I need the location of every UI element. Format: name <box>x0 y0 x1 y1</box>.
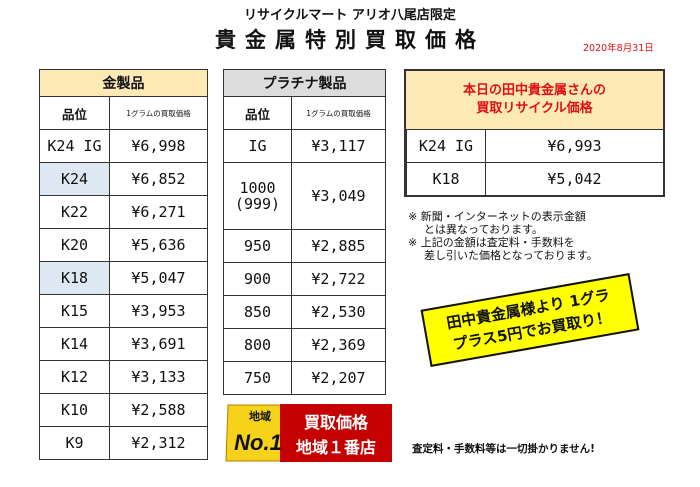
platinum-col-grade: 品位 <box>223 96 292 130</box>
note-line: 差し引いた価格となっております。 <box>424 249 598 262</box>
platinum-grade-main: 1000 <box>239 179 276 197</box>
table-row: K20 ¥5,636 <box>39 228 208 262</box>
platinum-price: ¥2,530 <box>291 295 386 329</box>
platinum-grade: 1000 (999) <box>223 162 292 230</box>
badge-no1-text: No.1 <box>234 430 282 455</box>
gold-grade: K20 <box>39 228 110 262</box>
table-row: K14 ¥3,691 <box>39 327 208 361</box>
platinum-grade: 950 <box>223 229 292 263</box>
gold-price: ¥2,588 <box>109 393 208 427</box>
tanaka-grade: K24 IG <box>406 129 486 163</box>
gold-col-grade: 品位 <box>39 96 110 130</box>
gold-price: ¥2,312 <box>109 426 208 460</box>
table-row: K18 ¥5,047 <box>39 261 208 295</box>
gold-price: ¥5,636 <box>109 228 208 262</box>
tanaka-heading-line2: 買取リサイクル価格 <box>476 101 593 116</box>
bonus-banner: 田中貴金属様より 1グラ プラス5円でお買取り！ <box>420 273 640 367</box>
platinum-grade: IG <box>223 129 292 163</box>
gold-price: ¥3,953 <box>109 294 208 328</box>
table-row: K15 ¥3,953 <box>39 294 208 328</box>
tanaka-grade: K18 <box>406 162 486 196</box>
tanaka-heading-line1: 本日の田中貴金属さんの <box>462 83 606 98</box>
page-title: 貴金属特別買取価格 <box>215 28 485 52</box>
gold-grade: K15 <box>39 294 110 328</box>
note-line: ※ 上記の金額は査定料・手数料を <box>408 236 575 249</box>
gold-grade: K12 <box>39 360 110 394</box>
table-row: K24 IG ¥6,998 <box>39 129 208 163</box>
tanaka-price-table: K24 IG ¥6,993 K18 ¥5,042 <box>406 129 664 196</box>
platinum-grade: 750 <box>223 361 292 395</box>
gold-grade: K10 <box>39 393 110 427</box>
gold-price: ¥5,047 <box>109 261 208 295</box>
table-row: K9 ¥2,312 <box>39 426 208 460</box>
table-row: K12 ¥3,133 <box>39 360 208 394</box>
platinum-table-title: プラチナ製品 <box>223 69 386 97</box>
platinum-price: ¥2,207 <box>291 361 386 395</box>
table-row: IG ¥3,117 <box>223 129 386 163</box>
platinum-grade: 900 <box>223 262 292 296</box>
no1-badge-graphic: 地域 No.1 買取価格 地域１番店 <box>224 403 392 463</box>
footer-note: 査定料・手数料等は一切掛かりません! <box>412 443 595 455</box>
gold-grade: K18 <box>39 261 110 295</box>
platinum-price: ¥3,117 <box>291 129 386 163</box>
table-row: K24 ¥6,852 <box>39 162 208 196</box>
gold-price: ¥3,691 <box>109 327 208 361</box>
gold-price: ¥6,852 <box>109 162 208 196</box>
gold-grade: K9 <box>39 426 110 460</box>
platinum-price-table: プラチナ製品 品位 1グラムの買取価格 IG ¥3,117 1000 (999) … <box>223 69 386 395</box>
table-row: K22 ¥6,271 <box>39 195 208 229</box>
table-row: 950 ¥2,885 <box>223 229 386 263</box>
badge-area-text: 地域 <box>249 409 271 423</box>
gold-grade: K24 IG <box>39 129 110 163</box>
gold-price: ¥6,271 <box>109 195 208 229</box>
gold-grade: K24 <box>39 162 110 196</box>
notes: ※ 新聞・インターネットの表示金額 とは異なっております。 ※ 上記の金額は査定… <box>408 210 598 262</box>
platinum-grade: 850 <box>223 295 292 329</box>
gold-grade: K14 <box>39 327 110 361</box>
store-label: リサイクルマート アリオ八尾店限定 <box>244 8 456 23</box>
gold-price: ¥6,998 <box>109 129 208 163</box>
tanaka-price: ¥6,993 <box>485 129 664 163</box>
tanaka-price-box <box>404 69 665 197</box>
table-row: 1000 (999) ¥3,049 <box>223 162 386 230</box>
platinum-grade-sub: (999) <box>234 195 281 213</box>
badge-line2-text: 地域１番店 <box>296 438 376 457</box>
table-row: K18 ¥5,042 <box>406 162 664 196</box>
platinum-price: ¥2,885 <box>291 229 386 263</box>
no1-badge: 地域 No.1 買取価格 地域１番店 <box>224 403 392 463</box>
date-label: 2020年8月31日 <box>583 43 654 54</box>
gold-grade: K22 <box>39 195 110 229</box>
note-line: とは異なっております。 <box>424 223 544 236</box>
table-row: 800 ¥2,369 <box>223 328 386 362</box>
platinum-price: ¥2,722 <box>291 262 386 296</box>
platinum-col-price: 1グラムの買取価格 <box>291 96 386 130</box>
platinum-price: ¥2,369 <box>291 328 386 362</box>
gold-col-price: 1グラムの買取価格 <box>109 96 208 130</box>
badge-line1-text: 買取価格 <box>304 413 369 432</box>
table-row: 850 ¥2,530 <box>223 295 386 329</box>
platinum-grade: 800 <box>223 328 292 362</box>
note-line: ※ 新聞・インターネットの表示金額 <box>408 210 586 223</box>
tanaka-price: ¥5,042 <box>485 162 664 196</box>
table-row: 750 ¥2,207 <box>223 361 386 395</box>
gold-price: ¥3,133 <box>109 360 208 394</box>
tanaka-heading: 本日の田中貴金属さんの 買取リサイクル価格 <box>406 71 663 129</box>
gold-price-table: 金製品 品位 1グラムの買取価格 K24 IG ¥6,998 K24 ¥6,852 … <box>39 69 208 460</box>
gold-table-title: 金製品 <box>39 69 208 97</box>
table-row: 900 ¥2,722 <box>223 262 386 296</box>
table-row: K24 IG ¥6,993 <box>406 129 664 163</box>
table-row: K10 ¥2,588 <box>39 393 208 427</box>
platinum-price: ¥3,049 <box>291 162 386 230</box>
